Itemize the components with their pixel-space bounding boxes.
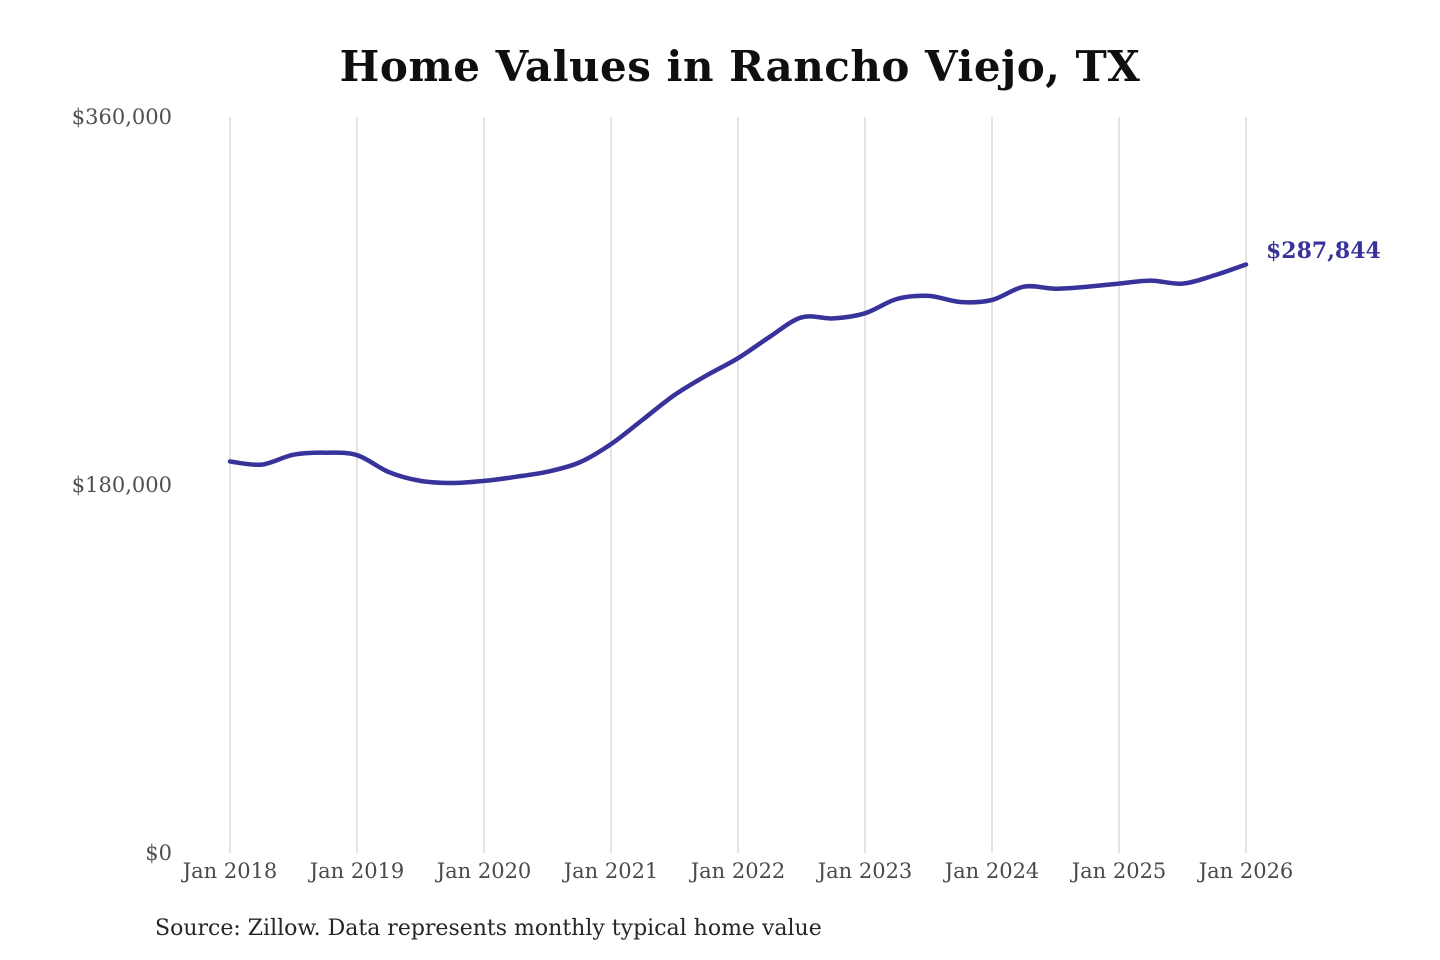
vertical-gridlines	[229, 117, 1247, 853]
x-tick-label-jan-2019: Jan 2019	[309, 859, 405, 883]
y-tick-label-0: $0	[145, 841, 172, 865]
y-tick-label-360000: $360,000	[71, 105, 172, 129]
chart-title: Home Values in Rancho Viejo, TX	[339, 42, 1141, 91]
x-tick-label-jan-2023: Jan 2023	[817, 859, 913, 883]
y-tick-label-180000: $180,000	[71, 473, 172, 497]
x-tick-label-jan-2018: Jan 2018	[182, 859, 278, 883]
x-tick-label-jan-2024: Jan 2024	[944, 859, 1040, 883]
home-value-line-series	[227, 262, 1249, 486]
x-tick-label-jan-2025: Jan 2025	[1071, 859, 1167, 883]
x-tick-label-jan-2022: Jan 2022	[690, 859, 786, 883]
x-tick-label-jan-2026: Jan 2026	[1198, 859, 1294, 883]
end-value-label: $287,844	[1266, 238, 1381, 264]
source-note: Source: Zillow. Data represents monthly …	[155, 916, 822, 941]
x-tick-label-jan-2020: Jan 2020	[436, 859, 532, 883]
x-tick-label-jan-2021: Jan 2021	[563, 859, 659, 883]
